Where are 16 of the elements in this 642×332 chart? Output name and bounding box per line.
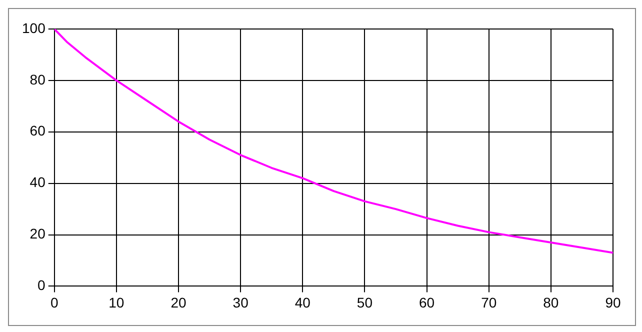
y-tick-label: 20: [30, 226, 46, 242]
x-tick-label: 40: [294, 294, 311, 310]
y-tick-label: 80: [30, 71, 46, 88]
x-tick-label: 80: [543, 294, 559, 310]
y-tick-label: 60: [30, 122, 46, 139]
x-tick-label: 30: [232, 294, 249, 310]
y-tick-label: 0: [38, 277, 46, 294]
x-tick-label: 50: [356, 294, 373, 310]
x-tick-label: 90: [605, 294, 621, 310]
x-tick-label: 20: [170, 294, 186, 310]
x-tick-label: 10: [108, 294, 124, 310]
y-tick-label: 100: [22, 20, 46, 36]
x-tick-label: 60: [418, 294, 435, 310]
y-tick-label: 40: [30, 174, 46, 190]
x-tick-label: 70: [481, 294, 497, 310]
x-tick-label: 0: [50, 294, 58, 310]
